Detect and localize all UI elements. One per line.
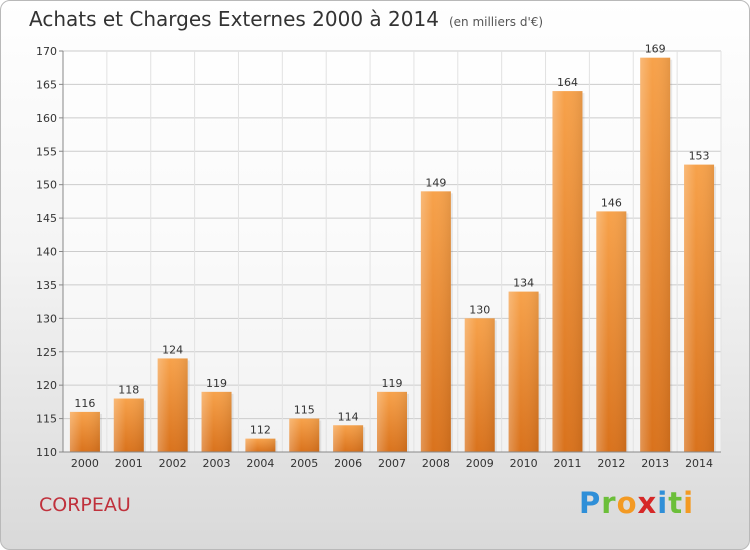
bar-shine (377, 391, 407, 452)
bar-shine (640, 57, 671, 452)
logo-letter: r (601, 486, 617, 520)
bar-shine (245, 438, 276, 452)
x-tick-label: 2011 (553, 457, 581, 470)
logo-letter: P (579, 486, 602, 520)
y-tick-label: 125 (36, 346, 57, 359)
x-tick-label: 2010 (510, 457, 538, 470)
y-tick-label: 155 (36, 145, 57, 158)
bar-shine (420, 191, 451, 452)
x-tick-label: 2014 (685, 457, 713, 470)
bar-shine (464, 318, 495, 452)
chart-title: Achats et Charges Externes 2000 à 2014 (e… (29, 7, 544, 31)
x-tick-label: 2004 (246, 457, 274, 470)
logo-letter: i (657, 486, 669, 520)
logo-letter: o (616, 486, 638, 520)
bar-value-label: 119 (382, 377, 403, 390)
x-tick-label: 2002 (159, 457, 187, 470)
bar-shine (596, 211, 627, 452)
x-tick-label: 2000 (71, 457, 99, 470)
bar-value-label: 124 (162, 343, 183, 356)
bar-value-label: 169 (645, 43, 666, 56)
logo-letter: x (637, 486, 658, 520)
y-tick-label: 135 (36, 279, 57, 292)
y-tick-label: 120 (36, 379, 57, 392)
x-tick-label: 2012 (597, 457, 625, 470)
x-tick-label: 2009 (466, 457, 494, 470)
x-tick-label: 2005 (290, 457, 318, 470)
bar-value-label: 149 (425, 176, 446, 189)
y-tick-label: 115 (36, 413, 57, 426)
bar-shine (113, 398, 144, 452)
x-tick-label: 2007 (378, 457, 406, 470)
city-name: CORPEAU (39, 494, 131, 516)
x-tick-label: 2008 (422, 457, 450, 470)
y-tick-label: 165 (36, 78, 57, 91)
bar-shine (333, 425, 364, 452)
bar-shine (289, 418, 320, 452)
bar-value-label: 118 (118, 384, 139, 397)
y-tick-label: 130 (36, 312, 57, 325)
logo-letter: i (683, 486, 695, 520)
bar-value-label: 130 (469, 303, 490, 316)
proxiti-logo[interactable]: Proxiti (579, 486, 699, 526)
y-tick-label: 110 (36, 446, 57, 459)
bar-value-label: 116 (74, 397, 95, 410)
bar-shine (684, 164, 715, 452)
bar-shine (69, 411, 100, 452)
bar-shine (508, 291, 539, 452)
x-tick-label: 2003 (203, 457, 231, 470)
y-tick-label: 140 (36, 246, 57, 259)
bar-value-label: 134 (513, 277, 534, 290)
x-tick-label: 2006 (334, 457, 362, 470)
bar-value-label: 164 (557, 76, 578, 89)
logo-letter: t (668, 486, 684, 520)
chart-unit: (en milliers d'€) (448, 15, 544, 29)
x-tick-label: 2013 (641, 457, 669, 470)
y-tick-label: 145 (36, 212, 57, 225)
y-tick-label: 150 (36, 179, 57, 192)
x-tick-label: 2001 (115, 457, 143, 470)
bar-value-label: 146 (601, 196, 622, 209)
bar-value-label: 115 (294, 404, 315, 417)
bar-value-label: 153 (689, 150, 710, 163)
bar-value-label: 112 (250, 424, 271, 437)
y-tick-label: 170 (36, 45, 57, 58)
bar-value-label: 114 (338, 410, 359, 423)
bar-value-label: 119 (206, 377, 227, 390)
bar-shine (201, 391, 232, 452)
bar-shine (157, 358, 188, 452)
bar-shine (552, 91, 583, 452)
y-tick-label: 160 (36, 112, 57, 125)
